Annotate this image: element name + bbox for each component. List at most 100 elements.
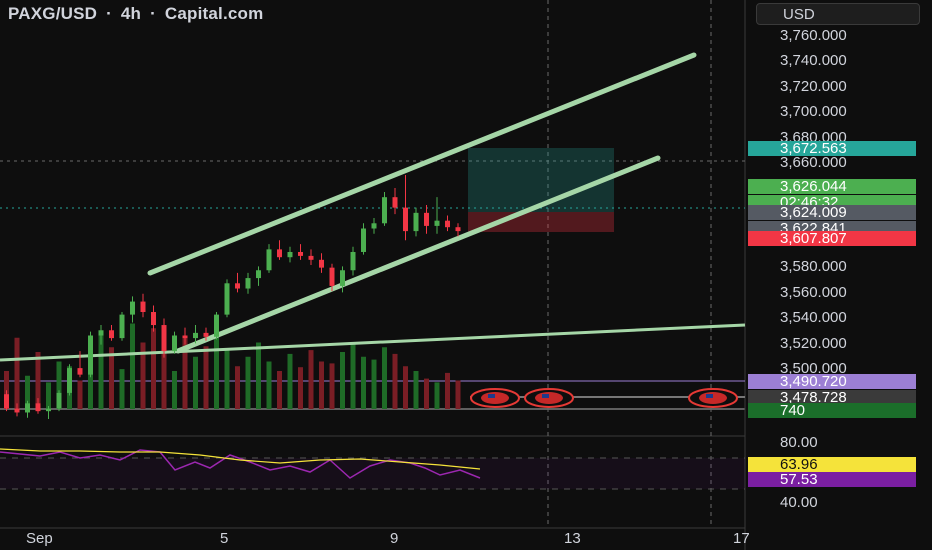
candle-body [256, 270, 261, 279]
candle-body [298, 251, 303, 256]
volume-bar [161, 352, 167, 409]
volume-bar [340, 352, 345, 409]
candle-body [98, 330, 104, 336]
event-flag-icon [688, 388, 738, 408]
volume-bar [235, 366, 240, 409]
candle-body [445, 220, 450, 228]
volume-bar [455, 380, 461, 409]
volume-bar [329, 363, 335, 409]
volume-bar [277, 371, 282, 409]
candle-body [434, 220, 440, 226]
volume-bar [25, 375, 30, 409]
candle-body [151, 312, 156, 326]
volume-bar [371, 359, 377, 409]
candle-body [392, 197, 398, 208]
volume-bar [140, 342, 146, 409]
rsi-line [0, 449, 481, 479]
channel-lower-line [175, 155, 661, 354]
candle-body [119, 314, 125, 339]
candle-body [277, 249, 282, 258]
volume-bar [413, 371, 419, 409]
candle-body [371, 223, 377, 229]
candle-body [4, 394, 9, 409]
us-flag-canton [542, 394, 549, 398]
candle-body [56, 392, 62, 409]
price-axis-label: 3,560.000 [780, 284, 847, 301]
price-axis-label: 3,700.000 [780, 103, 847, 120]
volume-bar [172, 371, 177, 409]
title-separator: · [106, 4, 112, 23]
time-axis-label: Sep [26, 530, 53, 547]
price-tag: 3,672.563 [748, 141, 916, 156]
volume-bar [287, 353, 293, 409]
volume-bar [56, 361, 62, 409]
price-axis-label: 3,520.000 [780, 335, 847, 352]
volume-bar [14, 337, 20, 409]
price-axis-label: 3,660.000 [780, 154, 847, 171]
volume-bar [67, 366, 72, 409]
candle-body [340, 270, 345, 286]
price-axis-label: 3,740.000 [780, 52, 847, 69]
time-axis-label: 5 [220, 530, 229, 547]
rsi-ma-line [0, 448, 481, 470]
volume-bar [35, 352, 41, 409]
candle-body [235, 283, 240, 289]
volume-bar [130, 323, 135, 409]
volume-bar [403, 366, 408, 409]
us-flag-canton [488, 394, 495, 398]
candle-body [308, 255, 314, 260]
candle-body [245, 278, 251, 289]
volume-bar [77, 380, 83, 409]
currency-button[interactable]: USD [756, 3, 920, 25]
price-tag: 3,624.009 [748, 205, 916, 220]
candle-body [161, 325, 167, 352]
candle-body [214, 314, 219, 337]
candle-body [287, 251, 293, 258]
candle-body [46, 408, 51, 412]
volume-bar [245, 356, 251, 409]
candle-body [382, 197, 387, 224]
candle-body [319, 259, 324, 268]
volume-bar [46, 382, 51, 409]
price-tag: 3,607.807 [748, 231, 916, 246]
volume-bar [298, 367, 303, 409]
volume-bar [445, 372, 450, 409]
candle-body [109, 330, 114, 339]
candle-body [172, 335, 177, 352]
candle-body [455, 227, 461, 232]
candle-body [350, 251, 356, 271]
price-tag: 740 [748, 403, 916, 418]
us-flag-icon [699, 392, 727, 404]
candle-body [266, 249, 272, 271]
rsi-band [0, 458, 745, 489]
us-flag-icon [535, 392, 563, 404]
candle-body [35, 403, 41, 412]
candle-body [193, 332, 198, 339]
candle-body [182, 335, 188, 339]
price-axis-label: 3,540.000 [780, 309, 847, 326]
volume-bar [361, 356, 366, 409]
candle-body [424, 212, 429, 226]
time-axis-label: 13 [564, 530, 581, 547]
time-axis-label: 9 [390, 530, 399, 547]
volume-bar [98, 333, 104, 409]
title-separator: · [150, 4, 156, 23]
candle-body [130, 301, 135, 315]
candle-body [67, 368, 72, 393]
volume-bar [424, 378, 429, 409]
candle-body [413, 212, 419, 232]
volume-bar [4, 371, 9, 409]
interval-label[interactable]: 4h [120, 4, 142, 23]
symbol-label[interactable]: PAXG/USD [8, 4, 98, 23]
volume-bar [382, 347, 387, 409]
channel-upper-line [147, 52, 697, 276]
candle-body [403, 207, 408, 232]
volume-bar [434, 382, 440, 409]
rsi-value-tag: 63.96 [748, 457, 916, 472]
source-label: Capital.com [164, 4, 264, 23]
us-flag-icon [481, 392, 509, 404]
time-axis-label: 17 [733, 530, 750, 547]
candle-body [77, 368, 83, 375]
candle-body [329, 267, 335, 286]
